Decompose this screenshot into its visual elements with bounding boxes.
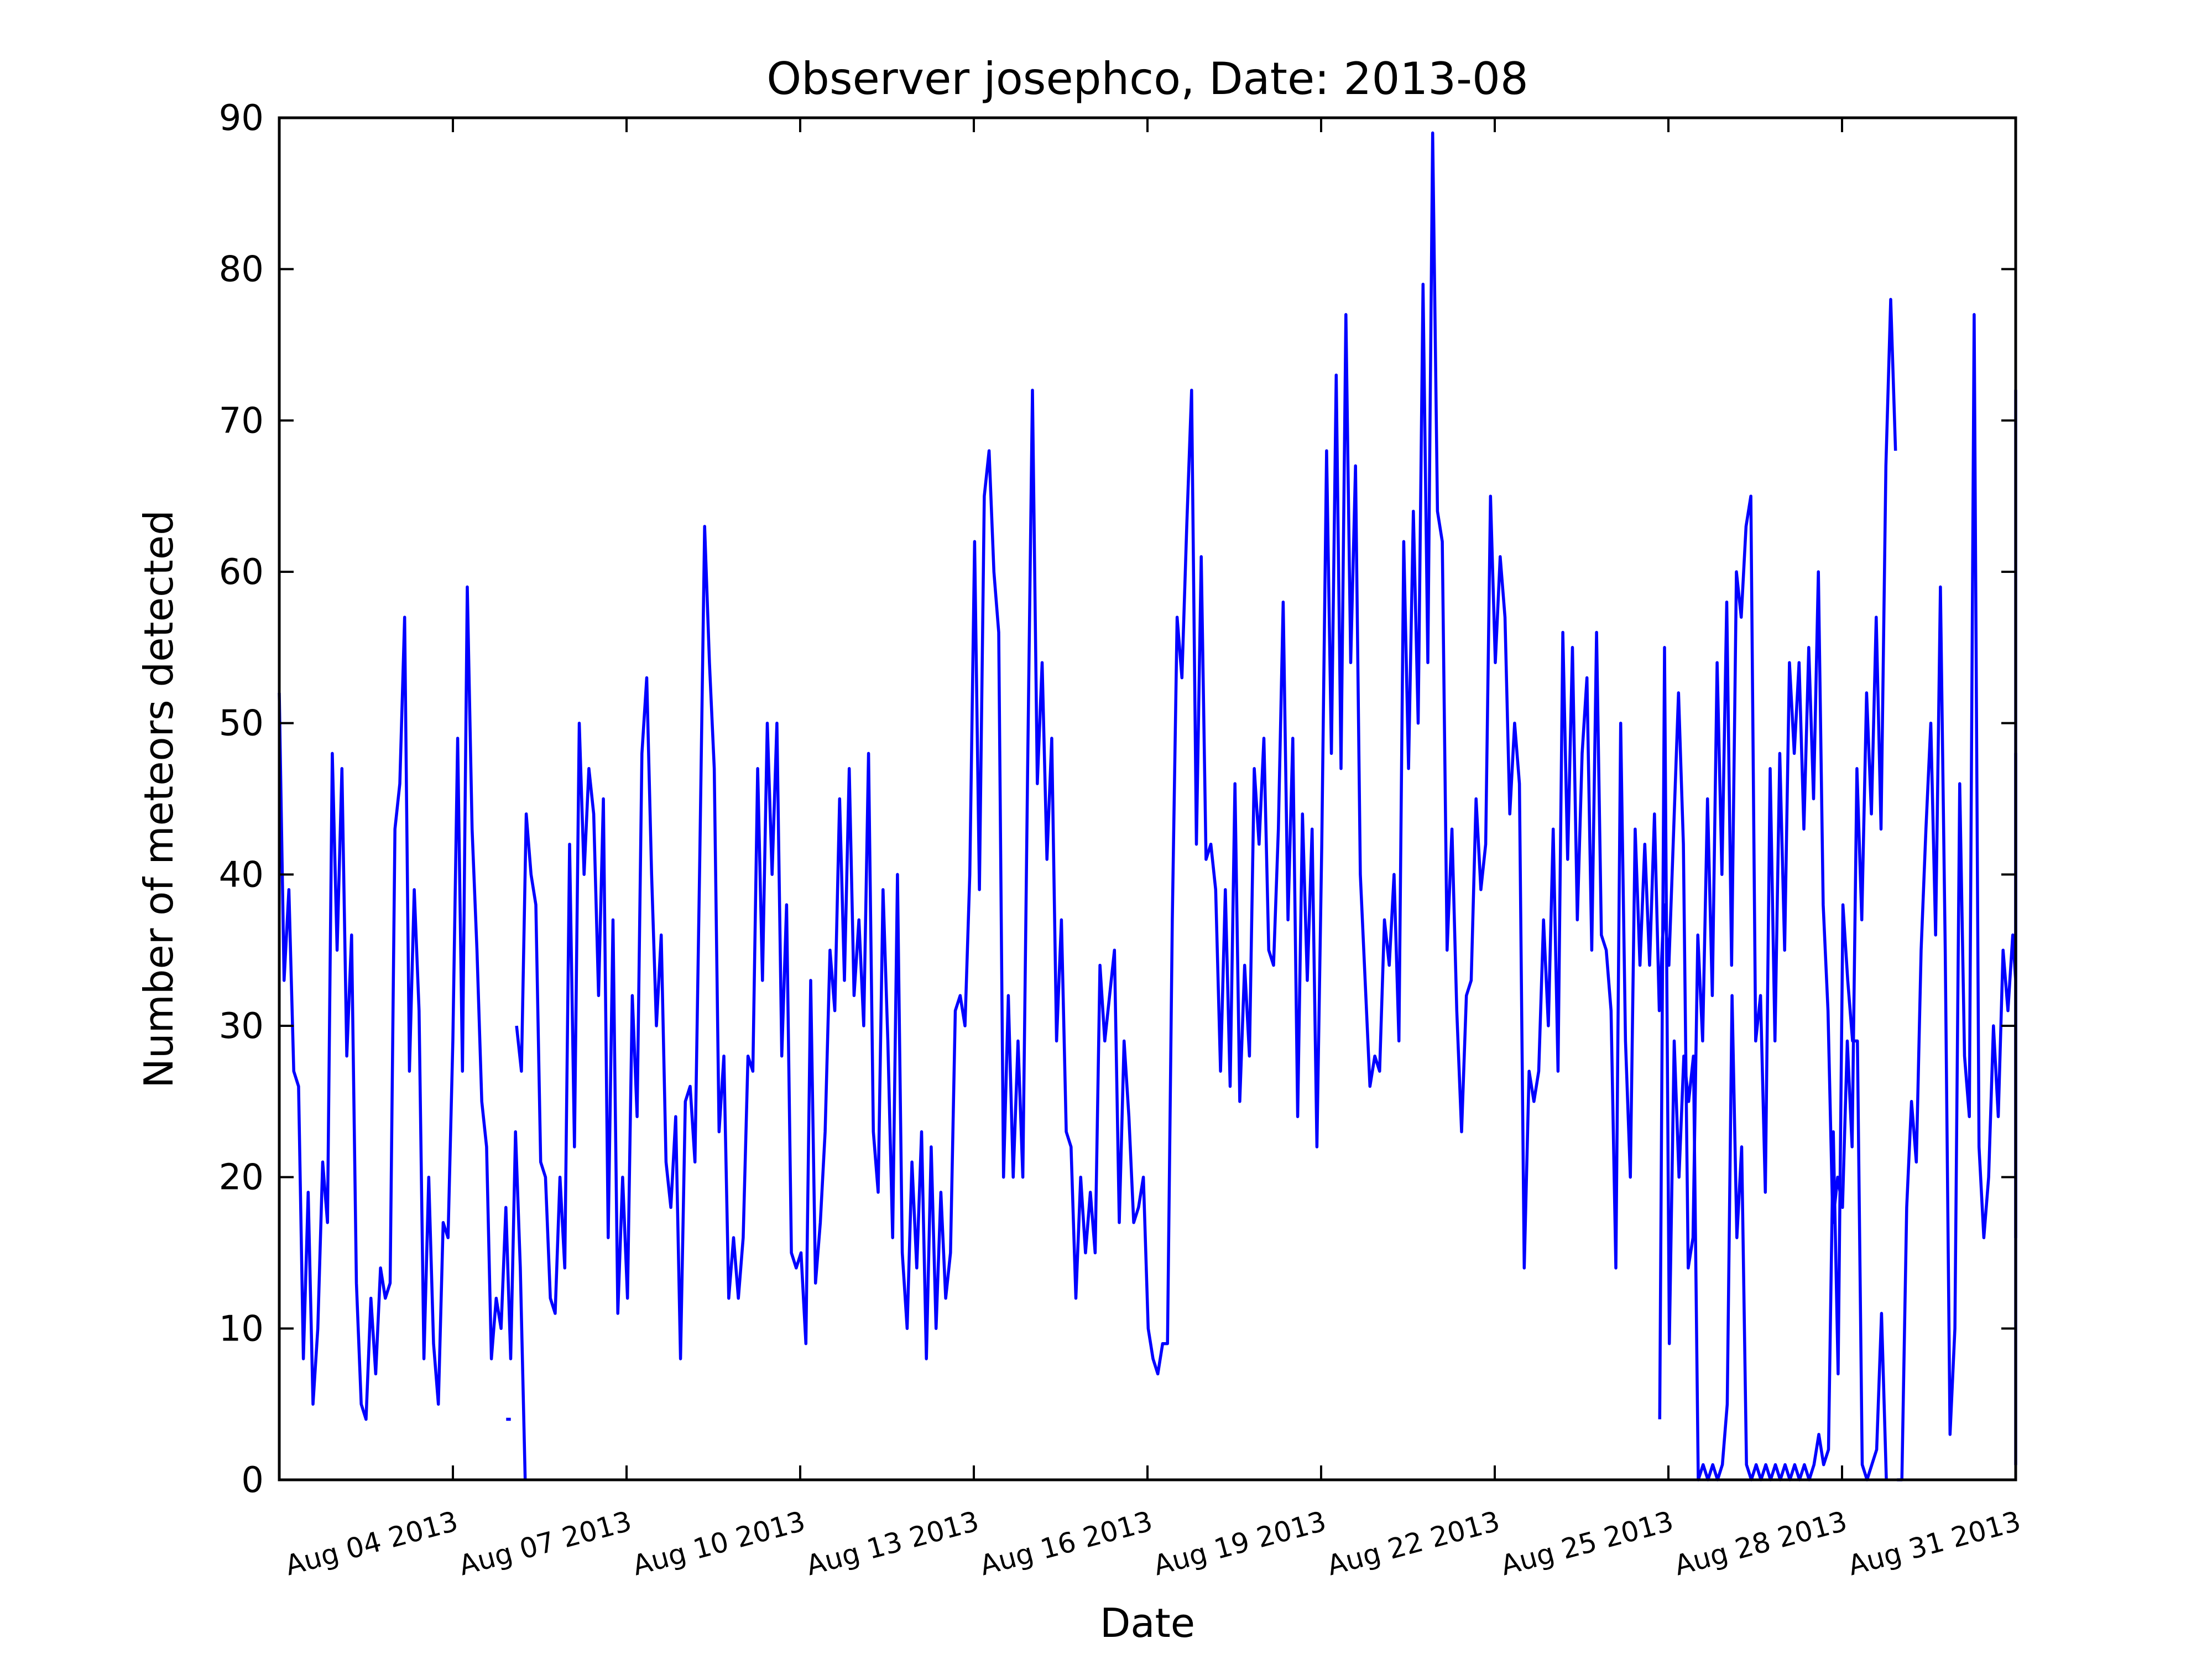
y-tick-label: 70 <box>219 400 264 441</box>
y-tick-label: 0 <box>241 1460 264 1501</box>
y-tick-label: 20 <box>219 1157 264 1198</box>
series-line-segment-4 <box>1658 646 1888 1481</box>
y-tick-label: 90 <box>219 98 264 139</box>
x-axis-label: Date <box>1100 1600 1195 1646</box>
y-axis: 0 10 20 30 40 50 60 70 80 90 <box>219 98 2016 1501</box>
y-tick-label: 30 <box>219 1006 264 1047</box>
y-tick-label: 40 <box>219 854 264 895</box>
series-line-segment-5 <box>1897 313 2017 1481</box>
y-tick-label: 50 <box>219 703 264 744</box>
y-axis-label: Number of meteors detected <box>135 510 182 1088</box>
series-line-segment-1 <box>278 585 527 1480</box>
y-tick-label: 60 <box>219 552 264 593</box>
y-tick-label: 10 <box>219 1308 264 1349</box>
y-tick-label: 80 <box>219 249 264 290</box>
chart-title: Observer josephco, Date: 2013-08 <box>766 53 1528 105</box>
